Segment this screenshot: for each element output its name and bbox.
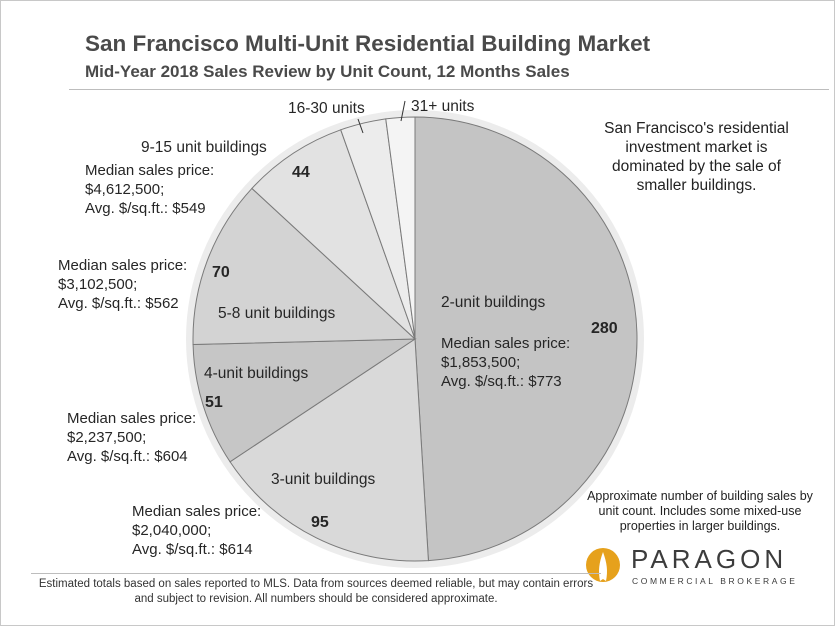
pie-slices xyxy=(192,116,638,562)
title-divider xyxy=(69,89,829,90)
slice-label-16-30-units: 16-30 units xyxy=(288,100,365,117)
median-price-2-unit: $1,853,500; xyxy=(441,354,521,371)
avg-sqft-9-15-unit: Avg. $/sq.ft.: $549 xyxy=(85,200,206,217)
median-price-3-unit: $2,040,000; xyxy=(132,522,212,539)
slice-4-unit xyxy=(192,338,417,463)
median-label-9-15-unit: Median sales price: xyxy=(85,162,215,179)
chart-title: San Francisco Multi-Unit Residential Bui… xyxy=(85,31,651,56)
avg-sqft-5-8-unit: Avg. $/sq.ft.: $562 xyxy=(58,295,179,312)
slice-label-2-unit: 2-unit buildings xyxy=(441,294,546,311)
slice-5-8-unit xyxy=(192,187,417,346)
slice-3-unit xyxy=(229,338,429,562)
value-label-4-unit: 51 xyxy=(205,394,223,411)
leader-line-31-plus xyxy=(400,100,406,122)
slice-label-4-unit: 4-unit buildings xyxy=(204,365,309,382)
logo-wordmark: PARAGON xyxy=(631,544,788,574)
median-label-4-unit: Median sales price: xyxy=(67,410,197,427)
annotation-sales-note: Approximate number of building sales by … xyxy=(587,489,813,533)
slice-label-9-15-unit: 9-15 unit buildings xyxy=(141,139,267,156)
median-label-3-unit: Median sales price: xyxy=(132,503,262,520)
avg-sqft-2-unit: Avg. $/sq.ft.: $773 xyxy=(441,373,562,390)
slice-9-15-unit xyxy=(251,129,416,340)
slice-label-5-8-unit: 5-8 unit buildings xyxy=(218,305,336,322)
footer-disclaimer: Estimated totals based on sales reported… xyxy=(38,578,594,605)
annotation-market-note: San Francisco's residential investment m… xyxy=(604,120,789,194)
avg-sqft-4-unit: Avg. $/sq.ft.: $604 xyxy=(67,448,188,465)
avg-sqft-3-unit: Avg. $/sq.ft.: $614 xyxy=(132,541,253,558)
slice-31-plus-units xyxy=(385,116,416,340)
median-label-5-8-unit: Median sales price: xyxy=(58,257,188,274)
paragon-logo: PARAGON COMMERCIAL BROKERAGE xyxy=(583,541,813,589)
median-price-5-8-unit: $3,102,500; xyxy=(58,276,138,293)
leader-line-16-30 xyxy=(357,118,364,134)
median-price-4-unit: $2,237,500; xyxy=(67,429,147,446)
value-label-3-unit: 95 xyxy=(311,514,329,531)
slice-label-3-unit: 3-unit buildings xyxy=(271,471,376,488)
chart-subtitle: Mid-Year 2018 Sales Review by Unit Count… xyxy=(85,62,570,81)
logo-tagline: COMMERCIAL BROKERAGE xyxy=(632,576,798,586)
median-price-9-15-unit: $4,612,500; xyxy=(85,181,165,198)
slice-label-31-plus-units: 31+ units xyxy=(411,98,475,115)
value-label-9-15-unit: 44 xyxy=(292,164,310,181)
median-label-2-unit: Median sales price: xyxy=(441,335,571,352)
value-label-2-unit: 280 xyxy=(591,320,618,337)
footer-divider xyxy=(31,573,601,574)
value-label-5-8-unit: 70 xyxy=(212,264,230,281)
slice-2-unit xyxy=(414,116,638,562)
